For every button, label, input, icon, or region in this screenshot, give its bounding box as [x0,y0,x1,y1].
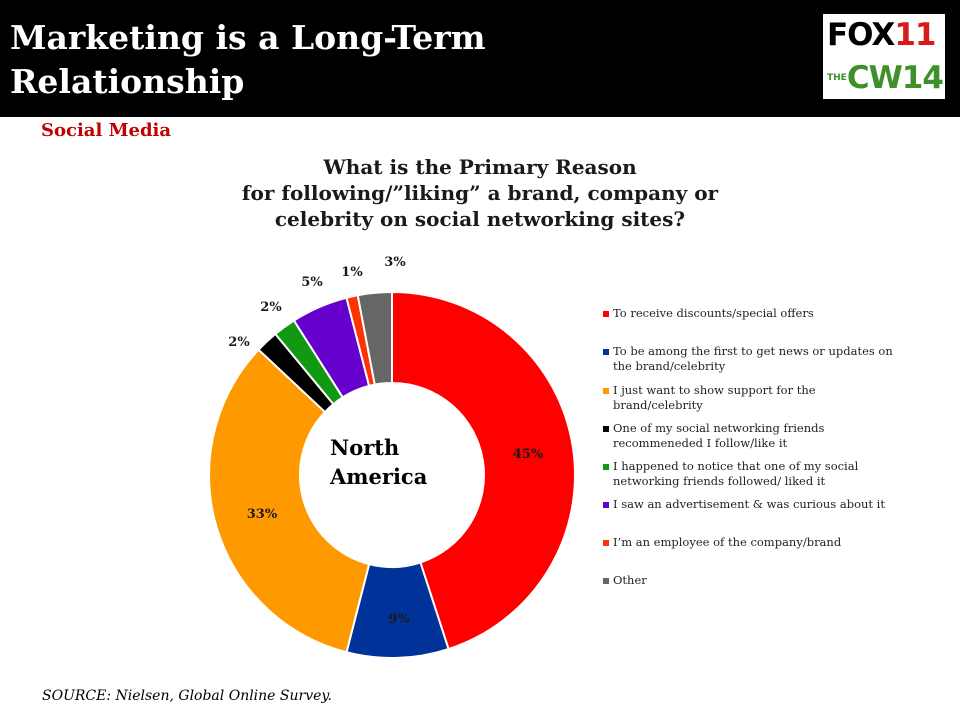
legend-item: To be among the first to get news or upd… [603,344,903,374]
legend-item: I saw an advertisement & was curious abo… [603,497,903,512]
chart-title-line-3: celebrity on social networking sites? [274,207,686,231]
slice-value-label: 9% [388,612,410,627]
legend-swatch [603,464,609,470]
slice-value-label: 3% [384,255,406,270]
legend-label: Other [613,573,647,587]
chart-title-line-1: What is the Primary Reason [323,155,637,179]
legend-item: One of my social networking friends reco… [603,421,903,451]
legend-label: I’m an employee of the company/brand [613,535,842,549]
legend-swatch [603,311,609,317]
legend-label: I happened to notice that one of my soci… [613,459,859,488]
slice-value-label: 2% [228,335,250,350]
legend-label: I saw an advertisement & was curious abo… [613,497,885,511]
legend-label: To be among the first to get news or upd… [613,344,893,373]
slice-value-label: 1% [341,265,363,280]
station-logo: FOX11 THECW14 [823,14,945,99]
chart-center-label: North America [330,433,470,491]
legend-label: I just want to show support for the bran… [613,383,816,412]
header-bar [0,0,960,117]
slide-title-line-2: Relationship [10,62,245,101]
chart-slice [356,290,393,386]
chart-title-line-2: for following/”liking” a brand, company … [241,181,719,205]
legend-item: I just want to show support for the bran… [603,383,903,413]
fox-logo: FOX11 [827,16,936,54]
fox-logo-text: FOX [827,17,895,53]
legend-swatch [603,578,609,584]
cw-logo-number: 14 [901,60,944,96]
section-label: Social Media [41,120,172,141]
legend-item: I happened to notice that one of my soci… [603,459,903,489]
source-note: SOURCE: Nielsen, Global Online Survey. [42,688,332,704]
slice-value-label: 33% [247,507,278,522]
legend-swatch [603,502,609,508]
slice-value-label: 5% [301,275,323,290]
legend-swatch [603,426,609,432]
chart-slice [208,348,371,654]
legend-item: I’m an employee of the company/brand [603,535,903,550]
slice-value-label: 45% [513,447,544,462]
chart-slice [391,290,576,651]
slide-title-line-1: Marketing is a Long-Term [10,18,486,57]
legend-label: To receive discounts/special offers [613,306,814,320]
cw-logo-prefix: THE [827,73,847,83]
legend-swatch [603,349,609,355]
cw-logo-text: CW [846,60,903,96]
legend-item: To receive discounts/special offers [603,306,903,321]
center-label-line-1: North [330,435,400,460]
fox-logo-number: 11 [894,17,936,53]
legend-label: One of my social networking friends reco… [613,421,825,450]
legend-item: Other [603,573,903,588]
legend-swatch [603,388,609,394]
legend-swatch [603,540,609,546]
chart-title: What is the Primary Reason for following… [190,154,770,232]
cw-logo: THECW14 [827,60,944,96]
slice-value-label: 2% [260,300,282,315]
slide-title: Marketing is a Long-Term Relationship [10,16,790,104]
center-label-line-2: America [330,464,428,489]
